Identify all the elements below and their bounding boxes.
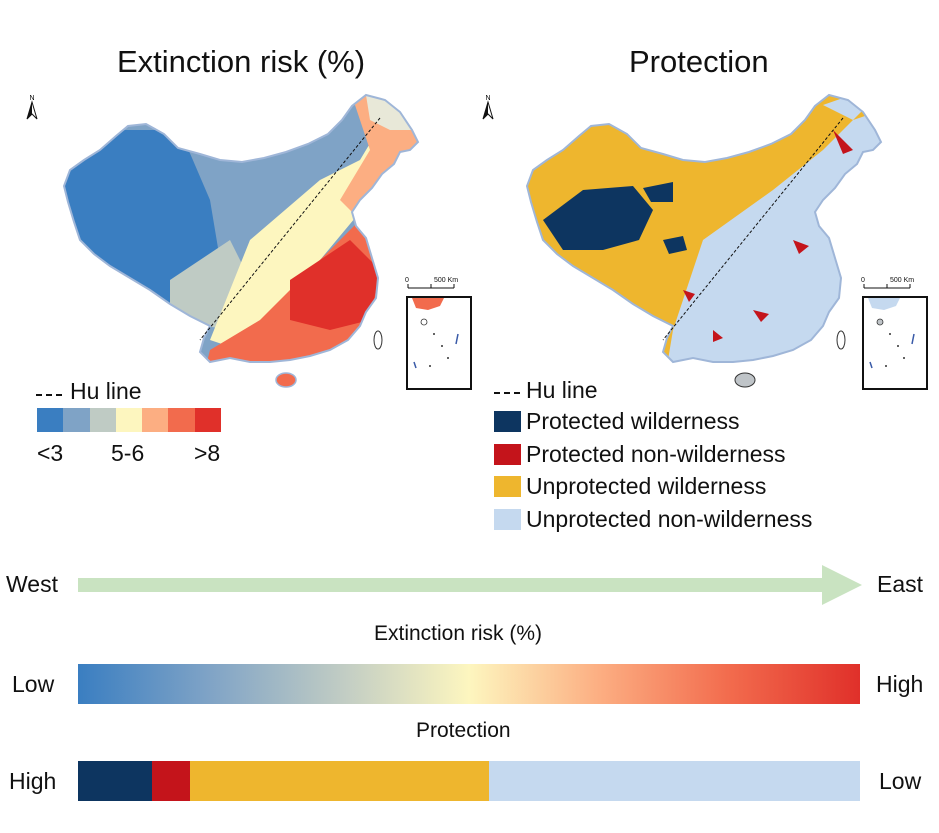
scale-bar-start: 0	[861, 277, 865, 284]
extinction-risk-title: Extinction risk (%)	[117, 44, 366, 79]
scale-bar-end: 500 Km	[434, 277, 459, 284]
protection-bar-segment	[189, 761, 490, 801]
extinction-risk-map	[62, 93, 420, 388]
svg-text:N: N	[29, 95, 34, 102]
risk-bar-label: Extinction risk (%)	[374, 622, 543, 645]
risk-bar-low-label: Low	[12, 671, 55, 697]
north-arrow-icon: N	[482, 95, 494, 120]
south-china-sea-inset	[406, 284, 472, 390]
ramp-cell	[142, 408, 169, 432]
scale-bar-end: 500 Km	[890, 277, 915, 284]
risk-color-ramp	[37, 408, 222, 432]
north-arrow-icon: N	[26, 95, 38, 120]
protection-bar-segment	[152, 761, 191, 801]
hu-line-legend-icon	[494, 392, 522, 394]
ramp-cell	[194, 408, 222, 432]
ramp-cell	[37, 408, 64, 432]
legend-label-protected-wilderness: Protected wilderness	[526, 408, 740, 434]
protection-title: Protection	[629, 44, 769, 79]
protection-map	[525, 93, 883, 388]
legend-label-protected-non-wilderness: Protected non-wilderness	[526, 441, 786, 467]
protection-bar-high-label: High	[9, 768, 57, 794]
hu-line-legend-icon	[36, 394, 64, 396]
ramp-label-low: <3	[37, 440, 64, 466]
hu-line-label: Hu line	[70, 378, 142, 404]
hu-line	[662, 117, 844, 341]
protection-stacked-bar	[78, 761, 861, 801]
protection-bar-segment	[78, 761, 153, 801]
protection-bar-segment	[488, 761, 861, 801]
ramp-cell	[115, 408, 143, 432]
scale-bar-start: 0	[405, 277, 409, 284]
protection-bar-label: Protection	[416, 719, 511, 742]
ramp-label-high: >8	[194, 440, 221, 466]
west-label: West	[6, 571, 58, 597]
legend-swatch-unprotected-wilderness	[494, 476, 521, 497]
ramp-cell	[63, 408, 91, 432]
east-label: East	[877, 571, 924, 597]
svg-text:N: N	[485, 95, 490, 102]
risk-gradient-bar	[78, 664, 860, 704]
protection-bar-low-label: Low	[879, 768, 922, 794]
risk-bar-high-label: High	[876, 671, 924, 697]
south-china-sea-inset	[862, 284, 928, 390]
legend-label-unprotected-non-wilderness: Unprotected non-wilderness	[526, 506, 813, 532]
ramp-cell	[89, 408, 117, 432]
west-east-arrow	[78, 565, 862, 605]
hu-line	[199, 117, 381, 341]
legend-swatch-protected-non-wilderness	[494, 444, 521, 465]
legend-swatch-protected-wilderness	[494, 411, 521, 432]
legend-label-unprotected-wilderness: Unprotected wilderness	[526, 473, 767, 499]
hu-line-label: Hu line	[526, 377, 598, 403]
ramp-cell	[168, 408, 196, 432]
legend-swatch-unprotected-non-wilderness	[494, 509, 521, 530]
ramp-label-mid: 5-6	[111, 440, 145, 466]
